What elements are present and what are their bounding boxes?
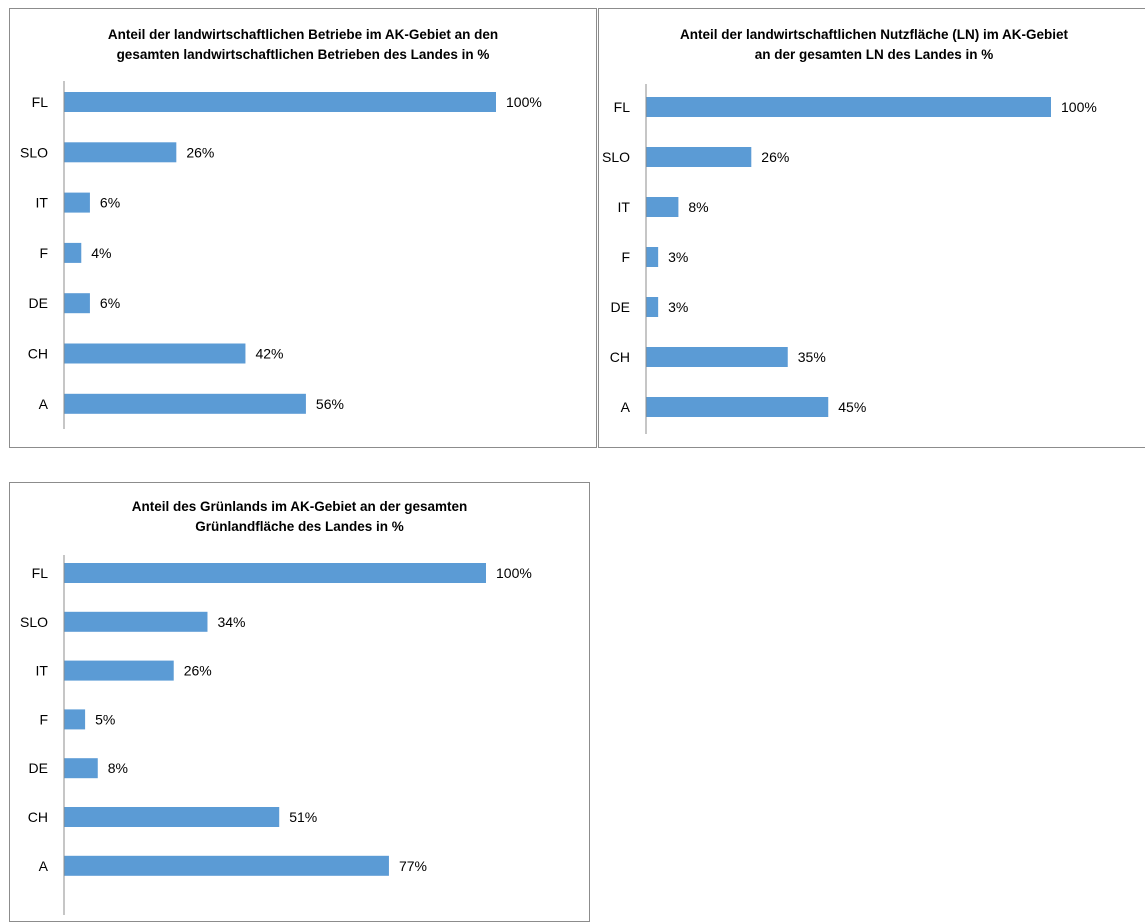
data-label: 56% bbox=[316, 396, 344, 412]
data-label: 100% bbox=[496, 565, 532, 581]
category-label: IT bbox=[36, 663, 49, 679]
data-label: 35% bbox=[798, 349, 826, 365]
category-label: CH bbox=[610, 349, 630, 365]
data-label: 34% bbox=[217, 614, 245, 630]
bar bbox=[64, 393, 306, 414]
bar bbox=[646, 297, 659, 317]
chart-title-line-2: gesamten landwirtschaftlichen Betrieben … bbox=[116, 47, 490, 62]
data-label: 5% bbox=[95, 711, 115, 727]
category-label: DE bbox=[29, 760, 48, 776]
bar bbox=[64, 758, 98, 779]
category-label: IT bbox=[618, 199, 631, 215]
category-label: DE bbox=[611, 299, 630, 315]
bar bbox=[64, 807, 280, 827]
bar bbox=[64, 709, 86, 730]
data-label: 100% bbox=[506, 94, 542, 110]
chart-title-line-1: Anteil der landwirtschaftlichen Betriebe… bbox=[107, 27, 499, 42]
chart-panel-nutzflaeche: Anteil der landwirtschaftlichen Nutzfläc… bbox=[598, 8, 1145, 448]
chart-title-line-1: Anteil des Grünlands im AK-Gebiet an der… bbox=[131, 499, 468, 514]
chart-panel-betriebe: Anteil der landwirtschaftlichen Betriebe… bbox=[9, 8, 597, 448]
data-label: 42% bbox=[255, 346, 283, 362]
category-label: F bbox=[621, 249, 630, 265]
category-label: F bbox=[39, 245, 48, 261]
category-label: A bbox=[39, 396, 49, 412]
category-label: FL bbox=[614, 99, 631, 115]
category-label: F bbox=[39, 711, 48, 727]
bar-chart-betriebe: FL 100% SLO 26% IT 6% F 4% DE 6% CH 42% A 56% bbox=[20, 81, 542, 429]
chart-title-line-2: an der gesamten LN des Landes in % bbox=[754, 47, 994, 62]
bar bbox=[64, 855, 389, 876]
chart-title-line-2: Grünlandfläche des Landes in % bbox=[195, 519, 404, 534]
category-label: SLO bbox=[20, 614, 48, 630]
bar bbox=[646, 197, 679, 217]
category-label: CH bbox=[28, 809, 48, 825]
category-label: FL bbox=[32, 94, 49, 110]
bar bbox=[646, 97, 1051, 117]
data-label: 45% bbox=[838, 399, 866, 415]
bar bbox=[64, 563, 486, 583]
data-label: 6% bbox=[100, 195, 120, 211]
data-label: 3% bbox=[668, 249, 688, 265]
category-label: IT bbox=[36, 195, 49, 211]
data-label: 26% bbox=[761, 149, 789, 165]
chart-title-line-1: Anteil der landwirtschaftlichen Nutzfläc… bbox=[679, 27, 1069, 42]
chart-title: Anteil des Grünlands im AK-Gebiet an der… bbox=[10, 497, 589, 537]
bar bbox=[64, 293, 90, 314]
bar bbox=[646, 397, 829, 417]
category-label: A bbox=[621, 399, 631, 415]
data-label: 51% bbox=[289, 809, 317, 825]
data-label: 4% bbox=[91, 245, 111, 261]
chart-panel-gruenland: Anteil des Grünlands im AK-Gebiet an der… bbox=[9, 482, 590, 922]
bar bbox=[646, 147, 752, 167]
bar bbox=[64, 611, 208, 632]
category-label: DE bbox=[29, 295, 48, 311]
bar-chart-nutzflaeche: FL 100% SLO 26% IT 8% F 3% DE 3% CH 35% A 45% bbox=[602, 84, 1097, 434]
bar bbox=[64, 242, 82, 263]
data-label: 8% bbox=[688, 199, 708, 215]
data-label: 100% bbox=[1061, 99, 1097, 115]
bar bbox=[64, 660, 174, 681]
bar bbox=[646, 347, 788, 367]
bar-chart-gruenland: FL 100% SLO 34% IT 26% F 5% DE 8% CH 51% A 77% bbox=[20, 555, 532, 915]
category-label: A bbox=[39, 858, 49, 874]
bar bbox=[646, 247, 659, 267]
bar bbox=[64, 343, 246, 364]
data-label: 26% bbox=[184, 663, 212, 679]
data-label: 8% bbox=[108, 760, 128, 776]
category-label: FL bbox=[32, 565, 49, 581]
data-label: 77% bbox=[399, 858, 427, 874]
bar bbox=[64, 92, 496, 112]
bar bbox=[64, 192, 90, 213]
category-label: CH bbox=[28, 346, 48, 362]
data-label: 3% bbox=[668, 299, 688, 315]
bar bbox=[64, 142, 177, 163]
data-label: 6% bbox=[100, 295, 120, 311]
category-label: SLO bbox=[20, 144, 48, 160]
chart-title: Anteil der landwirtschaftlichen Nutzfläc… bbox=[599, 25, 1145, 65]
chart-title: Anteil der landwirtschaftlichen Betriebe… bbox=[10, 25, 596, 65]
data-label: 26% bbox=[186, 144, 214, 160]
category-label: SLO bbox=[602, 149, 630, 165]
